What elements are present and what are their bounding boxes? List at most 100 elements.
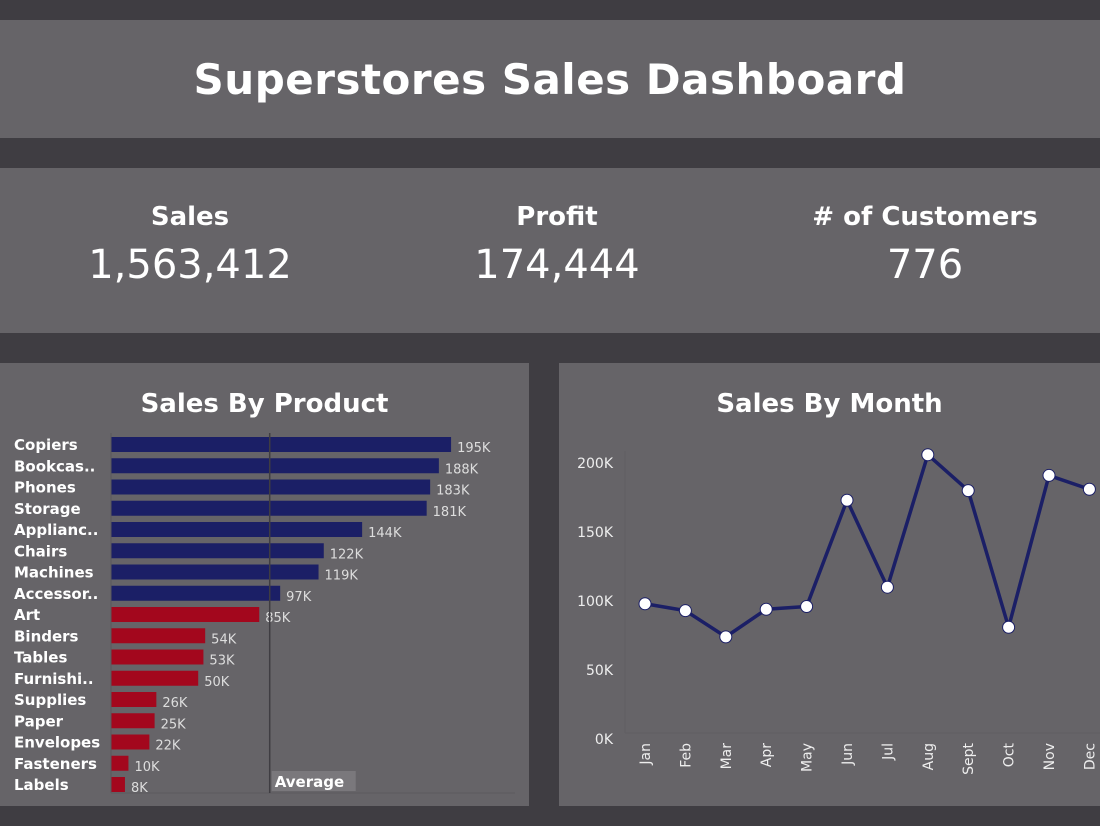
bar (111, 607, 260, 622)
bar (111, 543, 324, 559)
data-point (1082, 482, 1096, 496)
kpi-value: 776 (886, 242, 964, 288)
x-tick-label: Jan (638, 743, 654, 766)
bar-data-label: 144K (368, 526, 402, 541)
bar-category-label: Tables (14, 649, 67, 667)
bar-category-label: Chairs (14, 542, 67, 560)
bar (111, 585, 281, 601)
x-tick-label: Nov (1042, 743, 1058, 770)
kpi-profit: Profit 174,444 (377, 202, 737, 288)
kpi-sales: Sales 1,563,412 (10, 202, 370, 288)
data-point (759, 602, 773, 616)
bar (111, 649, 204, 665)
bar-data-label: 10K (134, 760, 160, 775)
data-point (921, 448, 935, 462)
bar-category-label: Art (14, 606, 40, 624)
bar-category-label: Accessor.. (14, 585, 98, 603)
kpi-panel: Sales 1,563,412 Profit 174,444 # of Cust… (0, 168, 1100, 333)
x-tick-label: Jul (880, 743, 896, 761)
x-tick-label: Oct (1002, 743, 1018, 768)
x-tick-label: Mar (719, 743, 735, 770)
bar-category-label: Paper (14, 712, 64, 730)
x-tick-label: Feb (678, 743, 694, 768)
bar-data-label: 195K (457, 441, 491, 456)
bar-data-label: 181K (433, 505, 467, 520)
bar (111, 670, 199, 686)
bar-category-label: Storage (14, 500, 81, 518)
bar-data-label: 8K (131, 781, 148, 796)
data-point (880, 580, 894, 594)
bar-category-label: Furnishi.. (14, 670, 94, 688)
data-point (638, 597, 652, 611)
bar-category-label: Supplies (14, 691, 86, 709)
data-point (800, 600, 814, 614)
bar (111, 713, 155, 729)
dashboard-title: Superstores Sales Dashboard (193, 54, 907, 104)
data-point (1042, 468, 1056, 482)
sales-by-product-panel: Sales By Product Copiers 195K Bookcas.. 188… (0, 363, 529, 806)
x-tick-label: Jun (840, 743, 856, 766)
x-tick-label: Dec (1082, 743, 1098, 770)
x-tick-label: May (800, 743, 816, 772)
bar-category-label: Binders (14, 627, 79, 645)
bar-chart: Copiers 195K Bookcas.. 188K Phones 183K Storag… (14, 433, 515, 796)
bar-data-label: 122K (330, 547, 364, 562)
bar-category-label: Phones (14, 479, 76, 497)
kpi-label: Sales (150, 202, 230, 232)
bar-data-label: 22K (155, 739, 181, 754)
bar-category-label: Bookcas.. (14, 457, 95, 475)
data-point (961, 484, 975, 498)
kpi-value: 1,563,412 (88, 242, 292, 288)
data-point (840, 493, 854, 507)
x-tick-label: Apr (759, 743, 775, 767)
x-tick-label: Sept (961, 743, 977, 775)
line-chart: 0K 50K 100K 150K 200K Jan Feb Mar Apr May Jun Jul Au… (577, 448, 1100, 775)
bar-data-label: 50K (204, 675, 230, 690)
average-label-bg (271, 771, 356, 791)
y-tick-label: 100K (577, 594, 614, 610)
data-point (678, 604, 692, 618)
bar-data-label: 97K (286, 590, 312, 605)
kpi-label: Profit (516, 202, 598, 232)
kpi-customers: # of Customers 776 (745, 202, 1100, 288)
bar-data-label: 183K (436, 484, 470, 499)
y-tick-label: 200K (577, 456, 614, 472)
bar (111, 777, 125, 792)
bar (111, 564, 319, 580)
bar (111, 500, 427, 516)
bar (111, 734, 150, 750)
bar-data-label: 85K (265, 611, 291, 626)
average-label: Average (275, 773, 344, 791)
header-panel: Superstores Sales Dashboard (0, 20, 1100, 138)
chart-title: Sales By Month (716, 389, 943, 419)
y-tick-label: 150K (577, 525, 614, 541)
bar-category-label: Envelopes (14, 734, 100, 752)
kpi-label: # of Customers (812, 202, 1038, 232)
bar (111, 479, 431, 495)
bar-data-label: 188K (445, 462, 479, 477)
sales-by-month-panel: Sales By Month 0K 50K 100K 150K 200K Jan Feb Ma… (559, 363, 1100, 806)
bar-category-label: Copiers (14, 436, 78, 454)
bar (111, 755, 129, 771)
bar (111, 437, 452, 452)
bar-category-label: Applianc.. (14, 521, 98, 539)
bar-data-label: 53K (209, 654, 235, 669)
y-tick-label: 0K (595, 732, 614, 748)
chart-title: Sales By Product (140, 389, 389, 419)
bar-data-label: 119K (325, 569, 359, 584)
bar-category-label: Fasteners (14, 755, 97, 773)
bar-data-label: 25K (161, 717, 187, 732)
bar-category-label: Labels (14, 776, 69, 794)
bar-category-label: Machines (14, 564, 94, 582)
bar (111, 628, 206, 644)
bar (111, 692, 157, 707)
bar-data-label: 54K (211, 632, 237, 647)
sales-line (644, 452, 1090, 639)
bar (111, 458, 439, 474)
data-point (1002, 620, 1016, 634)
kpi-value: 174,444 (474, 242, 640, 288)
x-tick-label: Aug (921, 743, 937, 770)
data-point (719, 630, 733, 644)
bar-data-label: 26K (162, 696, 188, 711)
bar (111, 522, 363, 537)
